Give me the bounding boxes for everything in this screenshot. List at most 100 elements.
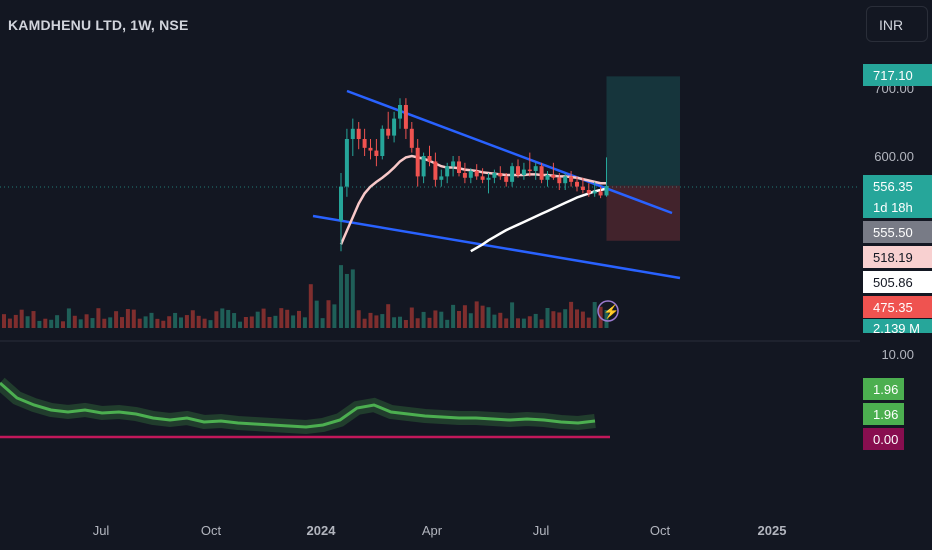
volume-bar bbox=[445, 319, 450, 328]
volume-bar bbox=[592, 302, 597, 328]
volume-bar bbox=[403, 319, 408, 328]
volume-bar bbox=[72, 315, 77, 328]
volume-bar bbox=[149, 312, 154, 328]
last-price-label: 556.35 bbox=[873, 179, 913, 194]
long-position-tool[interactable] bbox=[606, 76, 681, 241]
candle-body bbox=[398, 105, 402, 119]
volume-bar bbox=[261, 308, 266, 328]
candle-body bbox=[592, 191, 597, 194]
volume-bar bbox=[545, 307, 550, 328]
volume-bar bbox=[66, 308, 71, 328]
volume-bar bbox=[433, 310, 438, 328]
candle-body bbox=[433, 161, 438, 180]
volume-bar bbox=[255, 311, 260, 328]
candle-body bbox=[344, 139, 349, 187]
volume-bar bbox=[173, 312, 178, 328]
loss-zone bbox=[606, 185, 680, 241]
entry-label: 555.50 bbox=[873, 225, 913, 240]
volume-bar bbox=[108, 317, 113, 328]
lightning-icon: ⚡ bbox=[603, 304, 619, 320]
volume-bar bbox=[55, 315, 60, 328]
candle-body bbox=[604, 185, 609, 196]
candle-body bbox=[392, 118, 397, 136]
volume-bars: ⚡ bbox=[2, 265, 619, 328]
symbol-title[interactable]: KAMDHENU LTD, 1W, NSE bbox=[8, 17, 189, 33]
volume-bar bbox=[243, 316, 248, 328]
candlestick-series bbox=[339, 98, 609, 252]
volume-bar bbox=[96, 308, 101, 328]
moving-averages bbox=[339, 154, 607, 253]
ema-slow-label: 505.86 bbox=[873, 275, 913, 290]
profit-zone bbox=[606, 76, 680, 186]
time-tick-label: Oct bbox=[201, 523, 222, 538]
volume-bar bbox=[350, 269, 355, 328]
volume-bar bbox=[49, 319, 54, 328]
candle-body bbox=[403, 105, 408, 129]
volume-bar bbox=[480, 305, 485, 328]
rsi-value-label: 1.96 bbox=[873, 382, 898, 397]
volume-bar bbox=[575, 309, 579, 328]
volume-bar bbox=[302, 317, 307, 328]
candle-body bbox=[545, 175, 550, 180]
volume-bar bbox=[439, 311, 444, 328]
volume-bar bbox=[462, 305, 467, 328]
volume-bar bbox=[249, 316, 254, 328]
volume-bar bbox=[563, 309, 568, 328]
ema-slow-badge bbox=[863, 271, 932, 293]
volume-bar bbox=[291, 315, 296, 328]
candle-body bbox=[563, 176, 568, 184]
volume-bar bbox=[102, 318, 107, 328]
ema-fast-line bbox=[339, 154, 607, 245]
volume-bar bbox=[226, 309, 231, 328]
volume-bar bbox=[474, 301, 479, 328]
volume-bar bbox=[398, 316, 402, 328]
volume-bar bbox=[208, 320, 213, 328]
volume-bar bbox=[161, 320, 166, 328]
take-profit-badge bbox=[863, 64, 932, 86]
stop-loss-label: 475.35 bbox=[873, 300, 913, 315]
volume-bar bbox=[451, 304, 456, 328]
candle-body bbox=[580, 186, 585, 190]
candle-body bbox=[539, 166, 544, 180]
volume-bar bbox=[468, 313, 473, 328]
time-tick-label: 2025 bbox=[758, 523, 787, 538]
volume-bar bbox=[362, 318, 367, 328]
volume-bar bbox=[285, 309, 290, 328]
candle-body bbox=[521, 169, 526, 176]
volume-bar bbox=[457, 310, 461, 328]
time-axis[interactable]: Jul Oct 2024 Apr Jul Oct 2025 bbox=[93, 523, 787, 538]
volume-label: 2.139 M bbox=[873, 321, 920, 336]
volume-bar bbox=[279, 308, 284, 328]
time-tick-label: Oct bbox=[650, 523, 671, 538]
volume-bar bbox=[569, 301, 574, 328]
volume-bar bbox=[43, 318, 48, 328]
volume-bar bbox=[167, 316, 172, 328]
volume-bar bbox=[510, 302, 515, 328]
volume-bar bbox=[297, 310, 301, 328]
candle-body bbox=[362, 139, 367, 148]
volume-bar bbox=[498, 312, 503, 328]
candle-body bbox=[551, 175, 556, 178]
volume-bar bbox=[190, 310, 195, 328]
lower-trendline bbox=[312, 214, 681, 280]
candle-body bbox=[598, 191, 603, 196]
candle-body bbox=[386, 128, 391, 136]
volume-bar bbox=[380, 314, 385, 328]
volume-bar bbox=[374, 315, 379, 328]
volume-bar bbox=[238, 321, 242, 328]
volume-bar bbox=[368, 312, 373, 328]
candle-body bbox=[557, 177, 562, 184]
volume-bar bbox=[267, 316, 272, 328]
candle-body bbox=[421, 156, 426, 177]
candle-body bbox=[480, 176, 485, 180]
volume-bar bbox=[143, 316, 148, 328]
rsi-value-label: 1.96 bbox=[873, 407, 898, 422]
candle-body bbox=[474, 170, 479, 177]
currency-button[interactable]: INR bbox=[866, 6, 928, 42]
entry-badge bbox=[863, 221, 932, 243]
take-profit-label: 717.10 bbox=[873, 68, 913, 83]
volume-bar bbox=[125, 309, 130, 328]
rsi-value-badge bbox=[863, 378, 904, 400]
